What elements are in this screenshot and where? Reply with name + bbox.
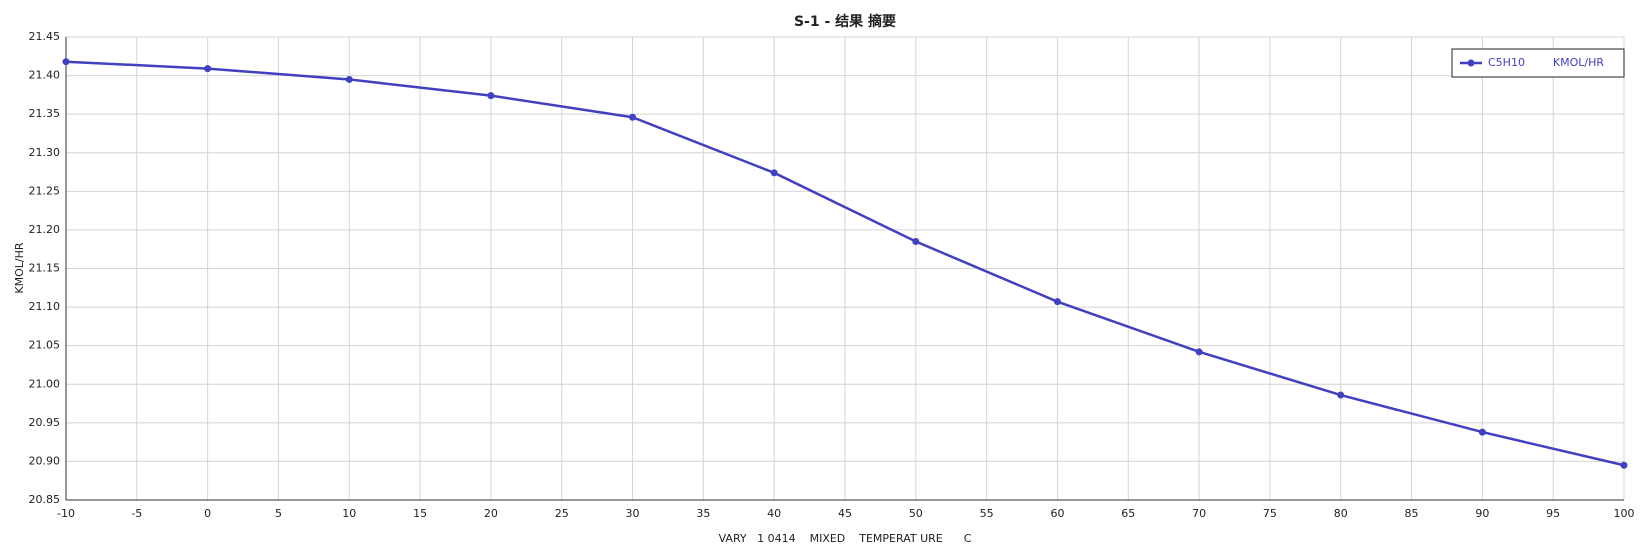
y-tick-label: 21.00 [29,377,61,390]
x-tick-label: 50 [909,507,923,520]
data-point [1053,298,1061,306]
data-point [1337,391,1345,399]
y-tick-label: 20.95 [29,416,61,429]
data-point [629,113,637,121]
x-axis-label: VARY 1 0414 MIXED TEMPERAT URE C [719,532,972,545]
x-tick-label: 30 [626,507,640,520]
x-tick-label: 60 [1050,507,1064,520]
legend-label: C5H10 KMOL/HR [1488,56,1604,69]
data-point [770,169,778,177]
data-point [1620,461,1628,469]
x-tick-label: 10 [342,507,356,520]
x-tick-label: 85 [1405,507,1419,520]
legend-marker [1467,59,1475,67]
y-tick-label: 21.25 [29,184,61,197]
data-point [1478,428,1486,436]
x-tick-label: 100 [1614,507,1635,520]
data-point [62,58,70,66]
y-axis-label: KMOL/HR [13,242,26,293]
x-tick-label: -10 [57,507,75,520]
y-tick-label: 20.90 [29,454,61,467]
x-tick-label: 45 [838,507,852,520]
y-tick-label: 21.15 [29,262,61,275]
x-tick-label: 55 [980,507,994,520]
x-tick-label: 75 [1263,507,1277,520]
x-tick-label: 20 [484,507,498,520]
x-tick-label: -5 [131,507,142,520]
y-tick-label: 21.30 [29,146,61,159]
x-tick-label: 35 [696,507,710,520]
data-point [345,75,353,83]
y-tick-label: 21.20 [29,223,61,236]
x-tick-label: 95 [1546,507,1560,520]
x-tick-label: 70 [1192,507,1206,520]
y-tick-label: 21.10 [29,300,61,313]
y-tick-label: 21.05 [29,339,61,352]
x-tick-label: 15 [413,507,427,520]
chart-title: S-1 - 结果 摘要 [794,13,896,30]
x-tick-label: 40 [767,507,781,520]
y-tick-label: 21.35 [29,107,61,120]
y-tick-label: 21.40 [29,69,61,82]
x-tick-label: 90 [1475,507,1489,520]
y-tick-label: 20.85 [29,493,61,506]
x-tick-label: 65 [1121,507,1135,520]
data-point [204,65,212,73]
x-tick-label: 25 [555,507,569,520]
data-point [912,237,920,245]
x-tick-label: 80 [1334,507,1348,520]
y-tick-label: 21.45 [29,30,61,43]
x-tick-label: 0 [204,507,211,520]
data-point [1195,348,1203,356]
data-point [487,92,495,100]
x-tick-label: 5 [275,507,282,520]
series-line [65,60,1625,467]
